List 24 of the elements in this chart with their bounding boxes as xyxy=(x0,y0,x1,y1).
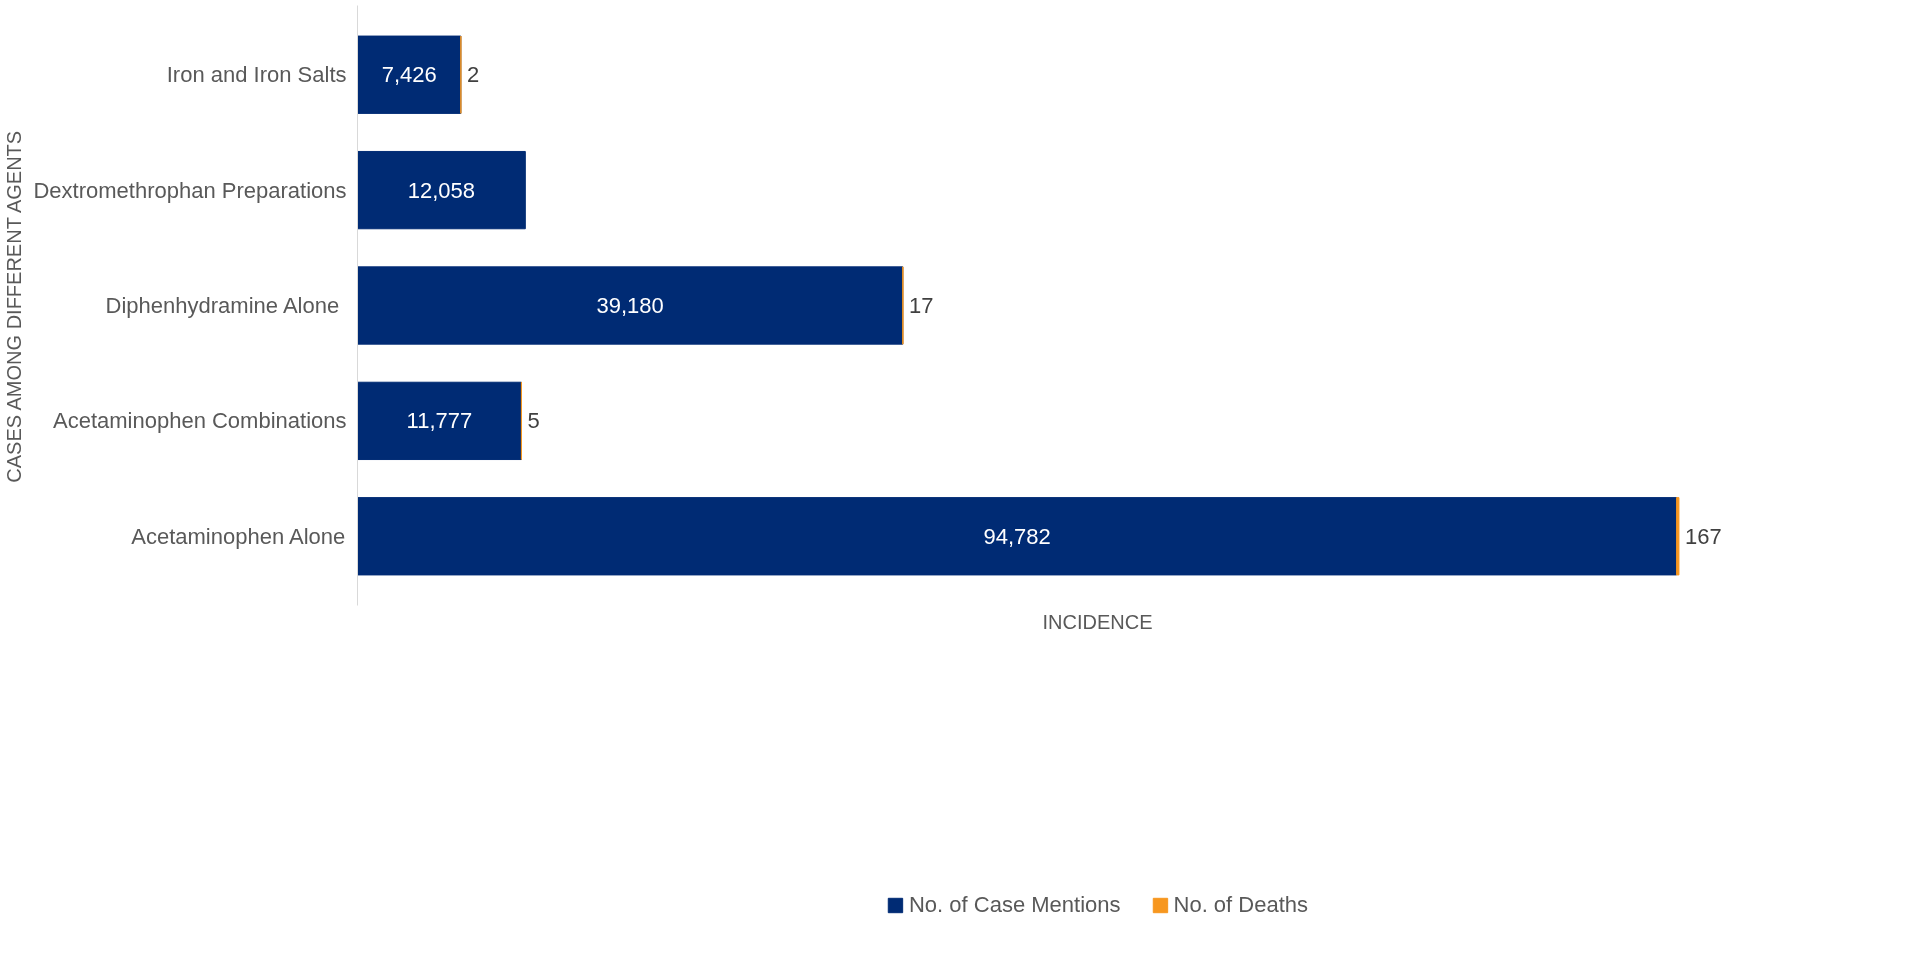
data-label: 39,180 xyxy=(596,293,664,318)
y-tick-label: Iron and Iron Salts xyxy=(166,62,347,88)
bar xyxy=(357,497,1678,576)
legend-label: No. of Deaths xyxy=(1173,892,1309,918)
data-label: 2 xyxy=(466,62,480,88)
y-axis-title: CASES AMONG DIFFERENT AGENTS xyxy=(3,130,26,483)
y-tick-label: Dextromethrophan Preparations xyxy=(33,177,347,203)
bar xyxy=(1676,497,1680,576)
bar xyxy=(357,381,522,461)
data-label: 17 xyxy=(909,293,934,318)
data-label: 7,426 xyxy=(381,62,437,88)
bar xyxy=(357,266,904,345)
x-axis-title: INCIDENCE xyxy=(1042,610,1153,633)
y-tick-label: Diphenhydramine Alone xyxy=(105,293,340,318)
y-tick-label: Acetaminophen Alone xyxy=(131,523,346,549)
data-label: 12,058 xyxy=(407,177,476,203)
data-label: 94,782 xyxy=(983,523,1051,549)
bar xyxy=(357,35,462,114)
y-tick-label: Acetaminophen Combinations xyxy=(52,408,347,434)
data-label: 5 xyxy=(527,408,540,434)
data-label: 167 xyxy=(1684,523,1722,549)
bar xyxy=(357,150,526,230)
data-label: 11,777 xyxy=(406,408,473,434)
legend-label: No. of Case Mentions xyxy=(908,892,1121,918)
